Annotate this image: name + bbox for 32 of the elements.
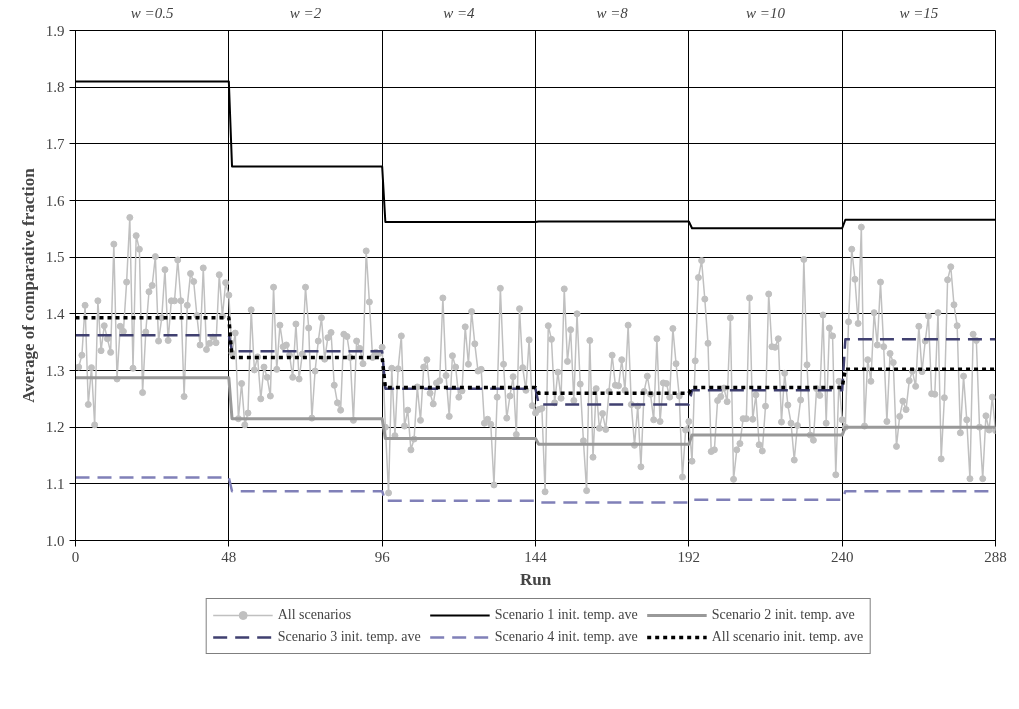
y-tick-label: 1.1 [45,475,65,492]
text: w =4 [443,4,476,21]
x-tick-label: 144 [524,548,548,565]
y-tick-label: 1.0 [45,532,65,549]
y-tick-label: 1.7 [45,135,65,152]
y-tick-label: 1.4 [45,305,65,322]
x-tick-label: 240 [830,548,854,565]
x-tick-label: 96 [374,548,391,565]
y-tick-label: 1.5 [45,249,65,266]
y-tick-label: 1.3 [45,362,65,379]
y-tick-label: 1.9 [45,22,65,39]
x-tick-label: 48 [221,548,237,565]
x-axis-title: Run [519,569,552,589]
line-series [75,376,996,446]
x-tick-label: 0 [71,548,80,565]
y-tick-label: 1.6 [45,192,65,209]
legend-label: Scenario 4 init. temp. ave [494,629,639,645]
legend-label: All scenarios [277,607,353,623]
text: w =10 [746,4,786,21]
x-tick-label: 288 [984,548,1007,565]
text: w =8 [596,4,629,21]
legend-label: Scenario 3 init. temp. ave [277,629,422,645]
legend-label: Scenario 1 init. temp. ave [494,607,639,623]
text: w =15 [899,4,939,21]
y-axis-title: Average of comparative fraction [18,167,38,403]
legend-label: All scenario init. temp. ave [711,629,864,645]
y-tick-label: 1.8 [45,79,65,96]
y-tick-label: 1.2 [45,419,65,436]
text: w =2 [289,4,322,21]
legend-label: Scenario 2 init. temp. ave [711,607,856,623]
x-tick-label: 192 [677,548,701,565]
text: w =0.5 [130,4,174,21]
